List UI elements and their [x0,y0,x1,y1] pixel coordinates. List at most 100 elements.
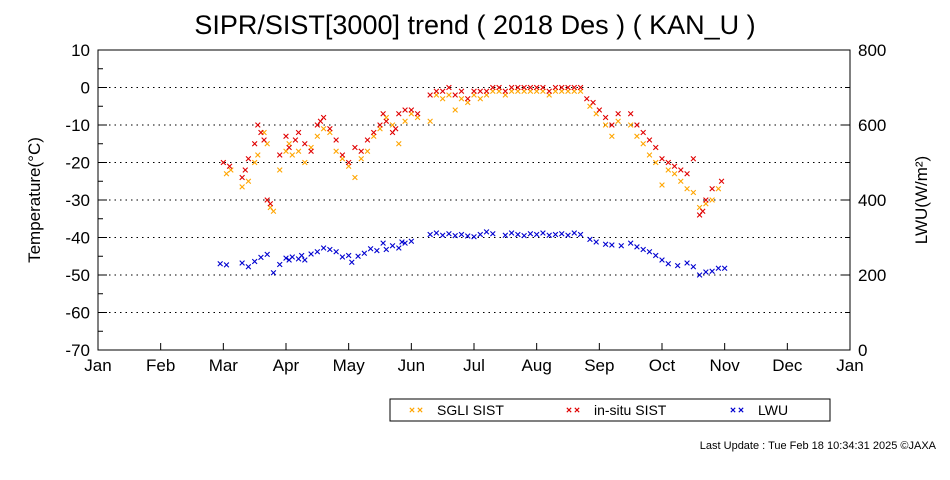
data-point [602,122,609,128]
data-point [302,159,308,166]
data-point [515,84,521,91]
data-point [251,140,258,147]
data-point [245,155,252,162]
data-point [327,125,333,132]
data-point [339,152,346,158]
data-point [333,248,339,255]
data-point [659,155,665,162]
data-point [546,88,552,95]
data-point [665,167,672,173]
data-point [483,229,490,235]
data-point [377,122,383,128]
legend-items: SGLI SIST in-situ SIST LWU [409,402,788,418]
data-point [609,242,615,248]
x-tick-label: Sep [584,356,614,375]
x-tick-label: Jul [463,356,485,375]
data-point [446,92,452,98]
x-tick-label: May [333,356,366,375]
data-point [396,140,402,147]
data-point [446,84,452,91]
data-point [295,148,302,155]
data-point [690,263,697,270]
data-point [627,122,634,128]
data-point [308,251,314,257]
y-left-ticks: 10 0 -10 -20 -30 -40 -50 -60 -70 [65,41,107,360]
data-point [270,208,277,215]
data-point [527,84,534,91]
data-point [276,152,283,158]
data-point [298,252,305,259]
data-point [584,95,590,102]
chart-title: SIPR/SIST[3000] trend ( 2018 Des ) ( KAN… [194,10,755,40]
data-point [258,254,264,261]
data-point [414,110,421,117]
data-point [558,84,565,91]
y-left-tick-label: 10 [71,41,90,60]
data-point [490,84,496,91]
data-point [267,200,274,207]
data-point [361,250,368,257]
data-point [242,167,249,173]
data-point [427,118,433,125]
data-point [226,163,233,170]
data-point [464,233,471,239]
data-point [358,148,364,155]
data-point [571,230,578,236]
x-tick-label: Nov [710,356,741,375]
data-point [276,261,283,268]
data-point [552,231,559,238]
data-point [690,189,697,196]
data-point [502,88,509,95]
data-point [402,240,408,246]
data-point [665,159,672,166]
data-point [314,248,321,255]
legend-marker [738,407,744,413]
data-point [671,170,678,177]
data-point [255,152,261,158]
data-point [333,137,339,143]
data-point [508,230,515,236]
y-right-tick-label: 200 [858,266,886,285]
data-point [721,265,728,272]
data-point [345,252,352,259]
data-point [258,129,264,136]
data-point [270,269,277,276]
data-point [383,118,390,125]
data-point [552,84,559,91]
data-point [515,231,521,238]
data-point [521,84,527,91]
data-point [452,107,458,113]
y-right-tick-label: 400 [858,191,886,210]
data-point [220,159,227,166]
y-left-label: Temperature(°C) [25,137,44,263]
data-point [408,107,415,113]
data-point [264,251,270,258]
data-point [540,230,546,236]
data-point [646,152,653,158]
data-point [508,84,515,91]
data-point [699,208,706,215]
data-point [634,244,640,250]
plot-frame [97,49,851,351]
data-point [703,197,709,203]
data-point [659,257,665,263]
data-point [678,178,684,185]
data-point [458,88,465,95]
data-point [439,95,446,102]
data-point [477,231,484,238]
data-point [627,110,634,117]
data-point [577,231,584,238]
data-point [364,148,371,155]
data-point [345,159,352,166]
x-tick-label: Jun [398,356,425,375]
x-tick-label: Aug [522,356,552,375]
data-point [496,84,502,91]
data-point [609,133,615,140]
data-point [646,248,653,255]
legend-marker [417,407,423,413]
data-point [389,242,396,249]
y-left-tick-label: 0 [81,79,90,98]
data-point [333,148,339,155]
data-point [339,254,346,260]
y-right-tick-label: 0 [858,341,867,360]
